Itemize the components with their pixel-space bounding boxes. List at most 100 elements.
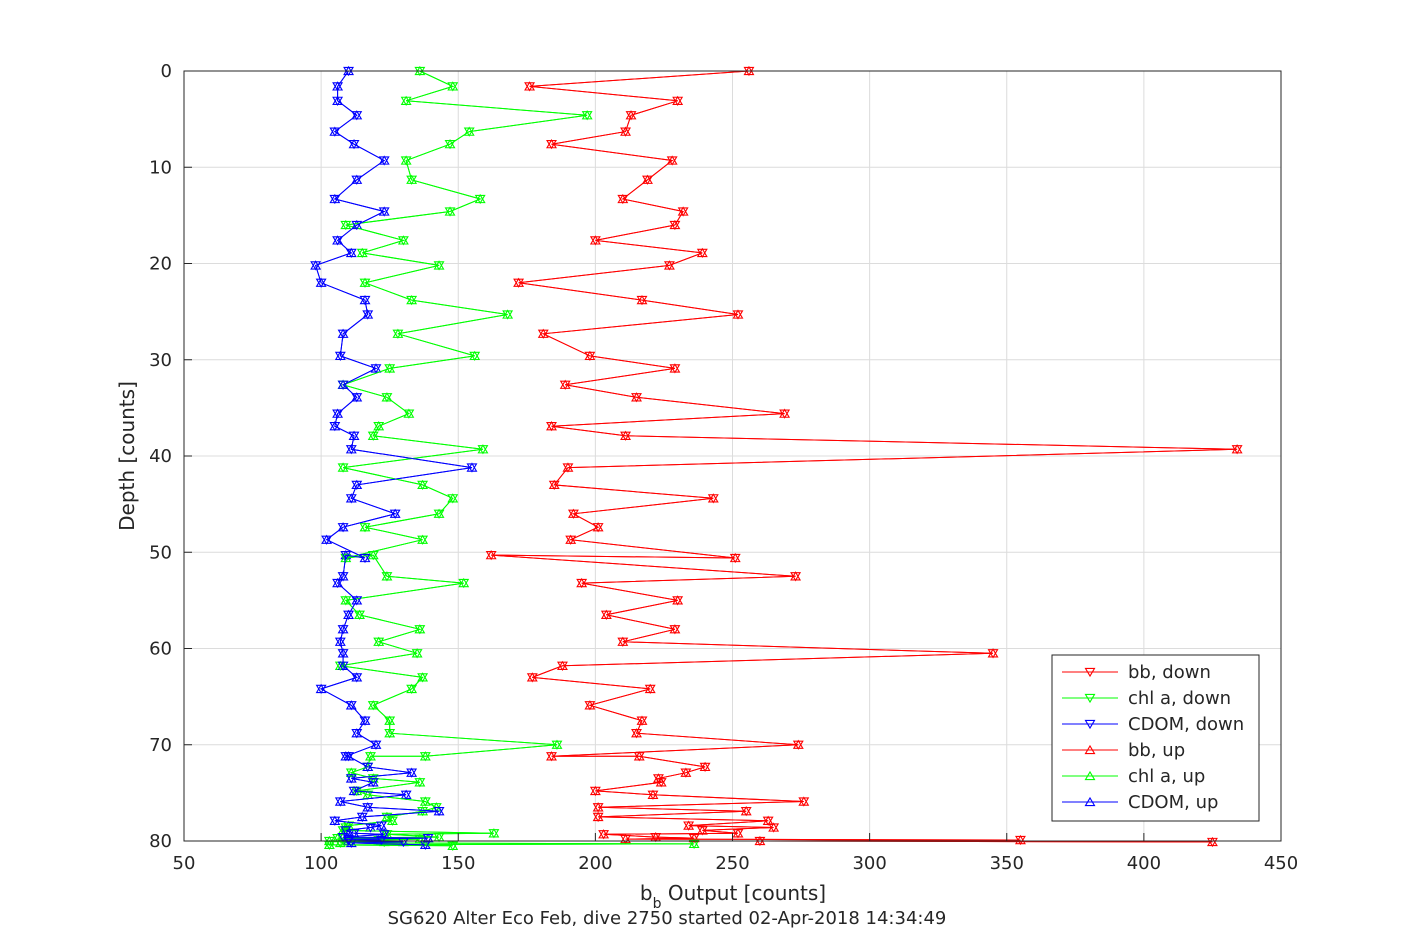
data-point bbox=[666, 156, 678, 166]
data-point bbox=[359, 295, 371, 306]
x-axis-label-rest: Output [counts] bbox=[661, 881, 826, 905]
data-point bbox=[631, 393, 642, 403]
data-point bbox=[642, 175, 653, 185]
data-point bbox=[732, 310, 744, 320]
data-point bbox=[592, 812, 604, 823]
data-point bbox=[362, 762, 374, 773]
data-point bbox=[513, 278, 525, 288]
data-point bbox=[537, 329, 549, 339]
data-point bbox=[406, 175, 418, 185]
data-point bbox=[337, 661, 349, 671]
data-point bbox=[672, 596, 684, 606]
data-point bbox=[688, 833, 700, 844]
data-point bbox=[345, 838, 357, 849]
data-point bbox=[359, 553, 371, 564]
data-point bbox=[332, 578, 344, 589]
data-point bbox=[620, 127, 632, 137]
data-point bbox=[367, 550, 379, 561]
data-point bbox=[370, 364, 382, 374]
y-tick-label: 0 bbox=[161, 61, 172, 82]
data-point bbox=[315, 278, 327, 288]
data-point bbox=[677, 207, 689, 217]
data-point bbox=[546, 140, 557, 150]
series-cdom-down bbox=[310, 66, 478, 850]
data-point bbox=[406, 295, 418, 306]
data-point bbox=[696, 826, 708, 836]
data-point bbox=[469, 351, 481, 362]
x-axis-label-main: b bbox=[640, 881, 653, 905]
y-tick-label: 40 bbox=[149, 446, 172, 467]
data-point bbox=[329, 422, 341, 432]
data-point bbox=[655, 778, 667, 788]
legend-swatch-marker bbox=[1084, 667, 1096, 678]
data-point bbox=[378, 207, 390, 217]
data-point bbox=[362, 310, 374, 320]
data-point bbox=[351, 596, 363, 606]
data-point bbox=[343, 752, 355, 762]
data-point bbox=[680, 768, 692, 778]
data-point bbox=[1231, 445, 1243, 455]
data-point bbox=[351, 729, 363, 739]
data-point bbox=[433, 261, 445, 271]
series-chl-a-up bbox=[323, 65, 700, 850]
data-point bbox=[617, 637, 629, 647]
data-point bbox=[403, 409, 415, 419]
data-point bbox=[348, 829, 360, 839]
y-tick-label: 50 bbox=[149, 542, 172, 563]
data-point bbox=[400, 96, 412, 106]
data-point bbox=[400, 156, 412, 166]
data-point bbox=[406, 768, 418, 778]
data-point bbox=[386, 816, 398, 826]
data-point bbox=[584, 351, 596, 362]
legend-entry-label: CDOM, up bbox=[1128, 792, 1218, 813]
legend-entry-label: chl a, up bbox=[1128, 766, 1205, 787]
data-point bbox=[356, 248, 368, 259]
data-point bbox=[334, 637, 346, 647]
chart-caption: SG620 Alter Eco Feb, dive 2750 started 0… bbox=[388, 908, 947, 929]
data-point bbox=[589, 786, 601, 797]
data-point bbox=[348, 431, 360, 441]
data-point bbox=[359, 523, 371, 533]
x-tick-label: 200 bbox=[578, 853, 612, 874]
data-point bbox=[548, 480, 560, 491]
legend-swatch-marker bbox=[1084, 770, 1096, 781]
data-point bbox=[375, 821, 387, 831]
data-point bbox=[345, 445, 357, 455]
data-point bbox=[581, 111, 593, 121]
data-point bbox=[669, 364, 681, 374]
legend-box bbox=[1051, 654, 1260, 822]
data-point bbox=[384, 364, 396, 374]
data-point bbox=[633, 752, 645, 762]
y-tick-label: 20 bbox=[149, 254, 172, 275]
data-point bbox=[351, 111, 363, 121]
data-point bbox=[617, 194, 629, 205]
data-point bbox=[315, 684, 327, 695]
y-tick-label: 10 bbox=[149, 157, 172, 178]
data-point bbox=[411, 649, 423, 659]
data-point bbox=[422, 833, 434, 844]
data-point bbox=[378, 830, 390, 840]
data-point bbox=[334, 797, 346, 807]
data-point bbox=[458, 578, 470, 589]
data-point bbox=[392, 329, 404, 339]
data-point bbox=[362, 803, 374, 813]
data-point bbox=[417, 673, 429, 683]
data-point bbox=[332, 96, 344, 106]
data-point bbox=[321, 535, 333, 545]
data-point bbox=[332, 409, 344, 419]
data-point bbox=[334, 838, 346, 849]
data-point bbox=[669, 625, 681, 635]
data-point bbox=[463, 127, 475, 137]
data-point bbox=[337, 329, 349, 339]
data-point bbox=[367, 701, 379, 711]
y-tick-label: 70 bbox=[149, 735, 172, 756]
y-axis-label: Depth [counts] bbox=[115, 381, 139, 531]
data-point bbox=[406, 684, 418, 695]
data-point bbox=[620, 834, 632, 845]
data-point bbox=[340, 826, 352, 836]
data-point bbox=[389, 509, 401, 519]
data-point bbox=[345, 248, 357, 259]
legend-entry-label: bb, up bbox=[1128, 740, 1185, 761]
x-axis-label: bb Output [counts] bbox=[640, 881, 826, 912]
